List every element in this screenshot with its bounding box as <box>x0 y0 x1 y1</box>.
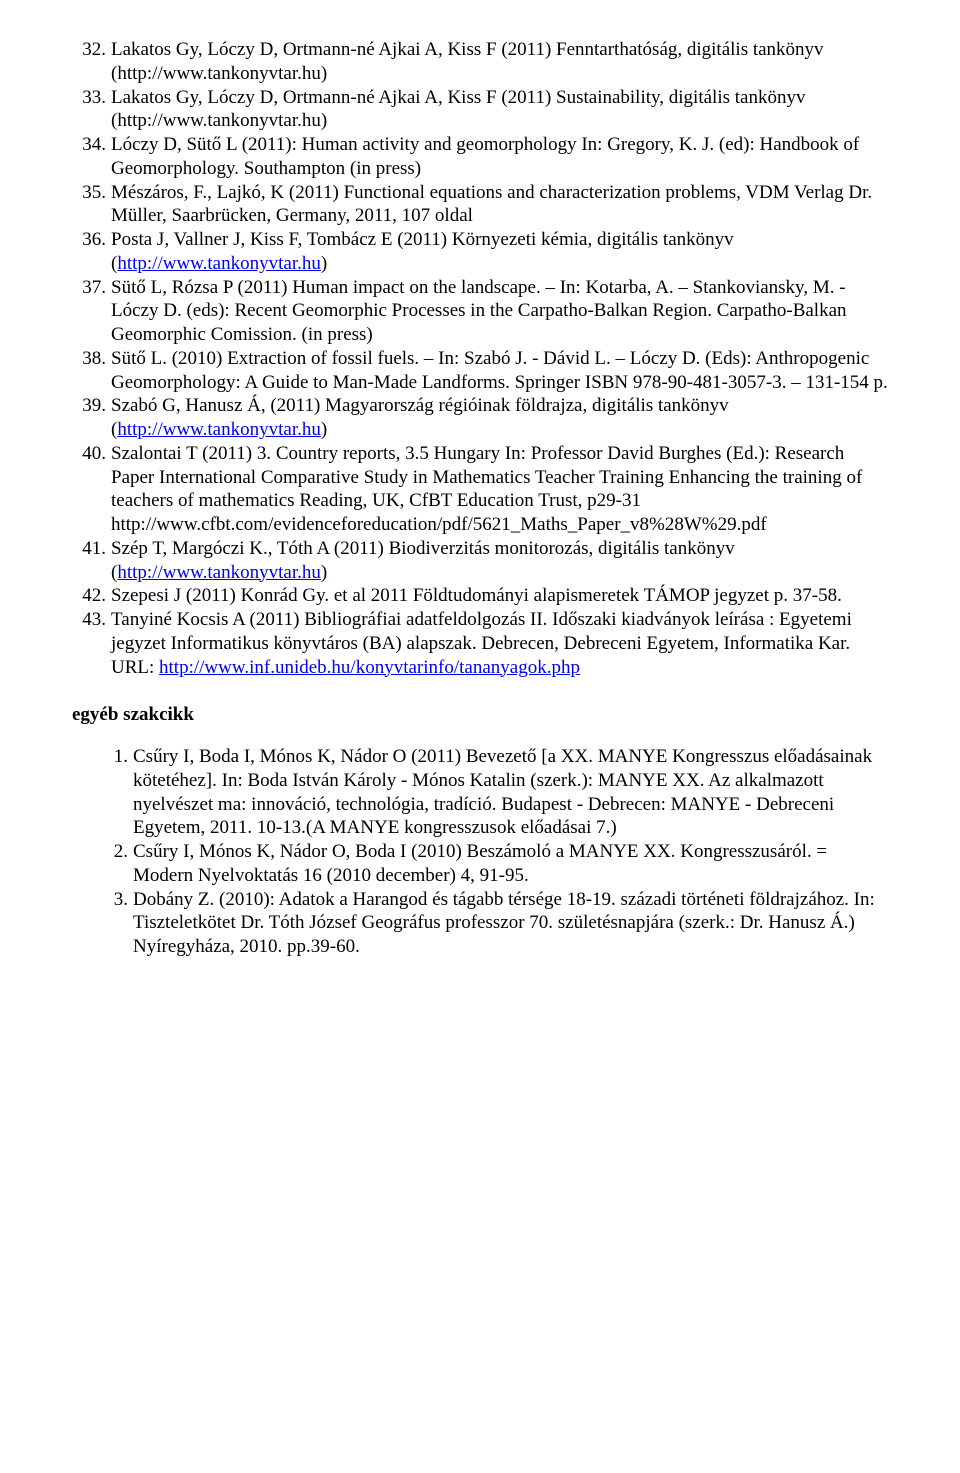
reference-number: 40. <box>72 442 108 466</box>
reference-item: 35.Mészáros, F., Lajkó, K (2011) Functio… <box>72 181 888 229</box>
reference-list-main: 32.Lakatos Gy, Lóczy D, Ortmann-né Ajkai… <box>72 38 888 679</box>
reference-item: 43.Tanyiné Kocsis A (2011) Bibliográfiai… <box>72 608 888 679</box>
reference-body: Mészáros, F., Lajkó, K (2011) Functional… <box>108 181 888 229</box>
reference-number: 1. <box>72 745 130 769</box>
reference-body: Sütő L. (2010) Extraction of fossil fuel… <box>108 347 888 395</box>
reference-number: 3. <box>72 888 130 912</box>
reference-number: 33. <box>72 86 108 110</box>
reference-number: 36. <box>72 228 108 252</box>
reference-body: Tanyiné Kocsis A (2011) Bibliográfiai ad… <box>108 608 888 679</box>
reference-link[interactable]: http://www.inf.unideb.hu/konyvtarinfo/ta… <box>159 657 580 678</box>
reference-body: Szepesi J (2011) Konrád Gy. et al 2011 F… <box>108 584 888 608</box>
reference-number: 35. <box>72 181 108 205</box>
reference-item: 39.Szabó G, Hanusz Á, (2011) Magyarorszá… <box>72 394 888 442</box>
reference-number: 39. <box>72 394 108 418</box>
reference-item: 2.Csűry I, Mónos K, Nádor O, Boda I (201… <box>72 840 888 888</box>
reference-body: Dobány Z. (2010): Adatok a Harangod és t… <box>130 888 888 959</box>
reference-number: 43. <box>72 608 108 632</box>
reference-item: 42.Szepesi J (2011) Konrád Gy. et al 201… <box>72 584 888 608</box>
reference-item: 37.Sütő L, Rózsa P (2011) Human impact o… <box>72 276 888 347</box>
reference-item: 38.Sütő L. (2010) Extraction of fossil f… <box>72 347 888 395</box>
reference-link[interactable]: http://www.tankonyvtar.hu <box>117 253 321 274</box>
reference-link[interactable]: http://www.tankonyvtar.hu <box>117 562 321 583</box>
reference-item: 33.Lakatos Gy, Lóczy D, Ortmann-né Ajkai… <box>72 86 888 134</box>
reference-item: 1.Csűry I, Boda I, Mónos K, Nádor O (201… <box>72 745 888 840</box>
reference-body: Szalontai T (2011) 3. Country reports, 3… <box>108 442 888 537</box>
reference-link[interactable]: http://www.tankonyvtar.hu <box>117 419 321 440</box>
reference-item: 36.Posta J, Vallner J, Kiss F, Tombácz E… <box>72 228 888 276</box>
reference-number: 38. <box>72 347 108 371</box>
reference-item: 34.Lóczy D, Sütő L (2011): Human activit… <box>72 133 888 181</box>
section-heading: egyéb szakcikk <box>72 703 888 727</box>
reference-body: Lakatos Gy, Lóczy D, Ortmann-né Ajkai A,… <box>108 86 888 134</box>
reference-body: Csűry I, Mónos K, Nádor O, Boda I (2010)… <box>130 840 888 888</box>
reference-body: Posta J, Vallner J, Kiss F, Tombácz E (2… <box>108 228 888 276</box>
reference-number: 42. <box>72 584 108 608</box>
reference-item: 3.Dobány Z. (2010): Adatok a Harangod és… <box>72 888 888 959</box>
reference-number: 2. <box>72 840 130 864</box>
reference-number: 37. <box>72 276 108 300</box>
reference-body: Csűry I, Boda I, Mónos K, Nádor O (2011)… <box>130 745 888 840</box>
reference-number: 34. <box>72 133 108 157</box>
reference-body: Lakatos Gy, Lóczy D, Ortmann-né Ajkai A,… <box>108 38 888 86</box>
reference-item: 41.Szép T, Margóczi K., Tóth A (2011) Bi… <box>72 537 888 585</box>
reference-number: 41. <box>72 537 108 561</box>
reference-body: Szép T, Margóczi K., Tóth A (2011) Biodi… <box>108 537 888 585</box>
reference-list-secondary: 1.Csűry I, Boda I, Mónos K, Nádor O (201… <box>72 745 888 959</box>
reference-item: 40.Szalontai T (2011) 3. Country reports… <box>72 442 888 537</box>
reference-body: Szabó G, Hanusz Á, (2011) Magyarország r… <box>108 394 888 442</box>
reference-body: Sütő L, Rózsa P (2011) Human impact on t… <box>108 276 888 347</box>
reference-body: Lóczy D, Sütő L (2011): Human activity a… <box>108 133 888 181</box>
reference-item: 32.Lakatos Gy, Lóczy D, Ortmann-né Ajkai… <box>72 38 888 86</box>
reference-number: 32. <box>72 38 108 62</box>
